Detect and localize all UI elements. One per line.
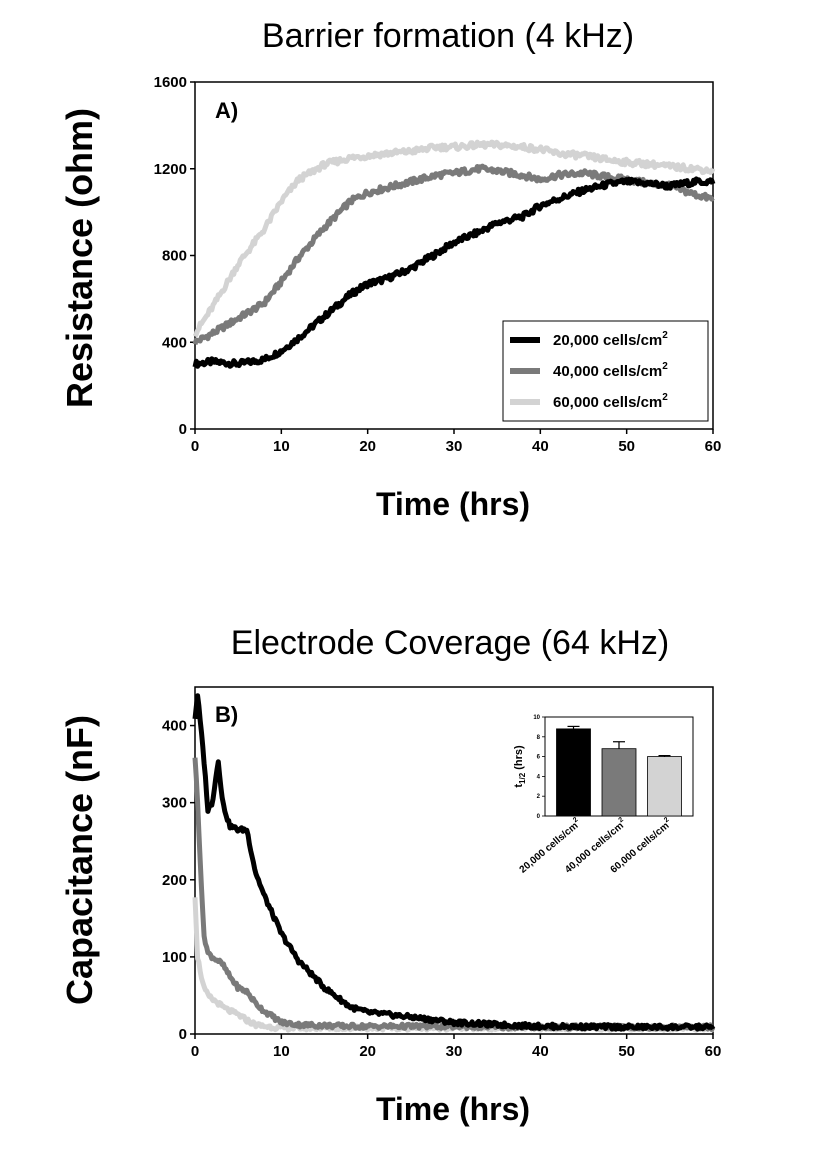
inset-y-tick-label: 6 xyxy=(537,755,541,761)
chart-a-panel-label: A) xyxy=(215,98,238,123)
y-tick-label: 1600 xyxy=(154,74,187,91)
x-tick-label: 20 xyxy=(359,1043,376,1060)
inset-bar-2 xyxy=(601,748,637,817)
inset-y-tick-label: 8 xyxy=(537,735,541,741)
chart-a-plot: 0 10 20 30 40 50 60 0 400 800 1200 1600 20,000 cells… xyxy=(154,74,722,455)
series-line-3 xyxy=(192,139,716,338)
inset-category-sup: 2 xyxy=(663,816,671,824)
inset-y-tick-label: 4 xyxy=(537,774,541,780)
y-tick-label: 400 xyxy=(162,334,187,351)
y-tick-label: 0 xyxy=(179,421,187,438)
inset-ylabel-suffix: (hrs) xyxy=(513,745,525,773)
chart-a-title: Barrier formation (4 kHz) xyxy=(262,17,634,55)
x-tick-label: 40 xyxy=(532,1043,549,1060)
inset-bar-1 xyxy=(556,728,591,817)
y-tick-label: 400 xyxy=(162,718,187,735)
y-tick-label: 300 xyxy=(162,795,187,812)
legend-label-text: 20,000 cells/cm xyxy=(553,332,662,349)
inset-category-sup: 2 xyxy=(572,816,580,824)
x-tick-label: 10 xyxy=(273,438,290,455)
y-tick-label: 200 xyxy=(162,872,187,889)
x-tick-label: 30 xyxy=(446,1043,463,1060)
legend-label-sup: 2 xyxy=(662,361,668,372)
chart-a-ylabel: Resistance (ohm) xyxy=(59,108,100,408)
y-tick-label: 0 xyxy=(179,1026,187,1043)
x-tick-label: 50 xyxy=(618,438,635,455)
inset-y-tick-label: 10 xyxy=(533,715,540,721)
x-tick-label: 10 xyxy=(273,1043,290,1060)
chart-b-xlabel: Time (hrs) xyxy=(376,1091,530,1127)
inset-ylabel: t1/2 (hrs) xyxy=(513,745,527,788)
inset-ylabel-t: t xyxy=(513,784,525,788)
series-line-2 xyxy=(192,163,715,345)
chart-b-ylabel: Capacitance (nF) xyxy=(59,715,100,1005)
series-line-1 xyxy=(192,693,716,1032)
x-tick-label: 0 xyxy=(191,438,199,455)
legend-label-sup: 2 xyxy=(662,330,668,341)
x-tick-label: 60 xyxy=(705,438,722,455)
legend-label-text: 40,000 cells/cm xyxy=(553,363,662,380)
y-tick-label: 100 xyxy=(162,949,187,966)
x-tick-label: 40 xyxy=(532,438,549,455)
inset-bar-3 xyxy=(647,756,682,817)
legend-label-text: 60,000 cells/cm xyxy=(553,394,662,411)
y-tick-label: 800 xyxy=(162,248,187,265)
chart-b-title: Electrode Coverage (64 kHz) xyxy=(231,624,669,662)
chart-b-panel-label: B) xyxy=(215,702,238,727)
chart-a-xlabel: Time (hrs) xyxy=(376,486,530,522)
y-tick-label: 1200 xyxy=(154,161,187,178)
inset-y-tick-label: 2 xyxy=(537,794,541,800)
inset-y-tick-label: 0 xyxy=(537,814,541,820)
x-tick-label: 30 xyxy=(446,438,463,455)
x-tick-label: 50 xyxy=(618,1043,635,1060)
x-tick-label: 0 xyxy=(191,1043,199,1060)
x-tick-label: 60 xyxy=(705,1043,722,1060)
legend-label-2: 40,000 cells/cm2 xyxy=(553,361,668,380)
legend-label-3: 60,000 cells/cm2 xyxy=(553,392,668,411)
x-tick-label: 20 xyxy=(359,438,376,455)
legend-label-sup: 2 xyxy=(662,392,668,403)
series-line-1 xyxy=(192,176,716,369)
inset-ylabel-sub: 1/2 xyxy=(518,772,527,784)
legend-label-1: 20,000 cells/cm2 xyxy=(553,330,668,349)
inset-category-sup: 2 xyxy=(618,816,626,824)
